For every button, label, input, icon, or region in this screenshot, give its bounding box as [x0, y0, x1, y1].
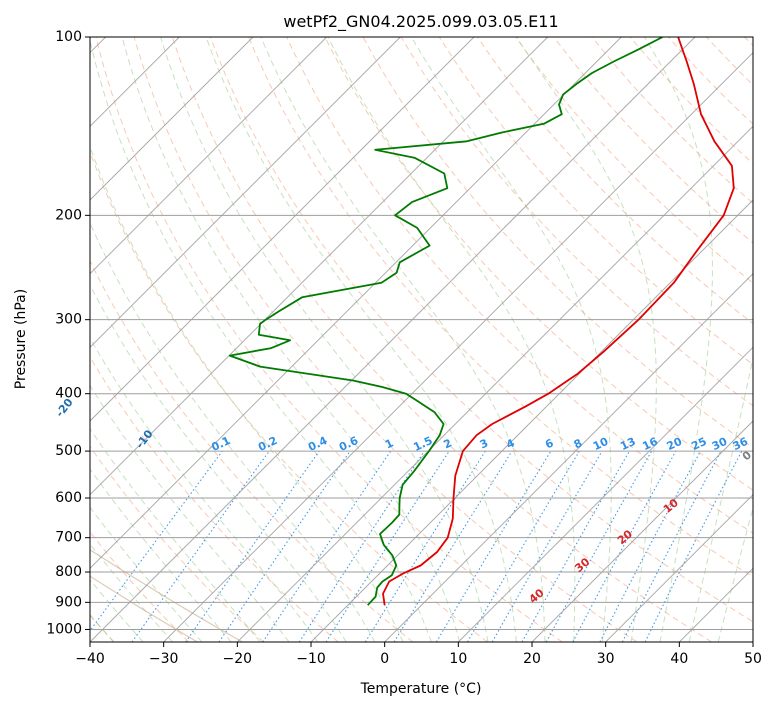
mixing-ratio-line	[185, 450, 320, 642]
dry-adiabat-line	[629, 37, 753, 165]
isotherm-gridline	[90, 37, 622, 570]
isotherm-gridline	[90, 37, 549, 496]
dry-adiabat-line	[248, 37, 753, 578]
x-tick-label: 40	[670, 651, 688, 667]
x-tick-label: 0	[380, 651, 389, 667]
mixing-ratio-line	[393, 450, 513, 642]
mixing-ratio-label: 30	[710, 435, 730, 453]
moist-adiabat-line	[411, 37, 612, 642]
dry-adiabat-line	[591, 37, 753, 204]
x-tick-label: −40	[75, 651, 105, 667]
mixing-ratio-line	[90, 450, 223, 632]
dry-adiabat-line	[90, 259, 414, 642]
isotherm-gridline	[90, 37, 328, 275]
dry-adiabat-line	[171, 37, 712, 642]
temperature-trace	[382, 37, 735, 606]
plot-background	[90, 37, 753, 642]
isotherm-gridline	[90, 37, 254, 201]
y-tick-label: 100	[55, 29, 82, 45]
x-tick-label: 20	[523, 651, 541, 667]
isotherm-gridline	[90, 37, 401, 349]
moist-adiabat-line	[90, 221, 376, 642]
moist-adiabat-line	[717, 506, 753, 642]
y-tick-label: 700	[55, 530, 82, 546]
isotherm-gridline	[90, 37, 475, 422]
mixing-ratio-line	[131, 450, 270, 642]
isotherm-gridline	[384, 272, 753, 642]
y-tick-label: 300	[55, 312, 82, 328]
y-tick-label: 400	[55, 386, 82, 402]
dry-adiabat-line	[90, 445, 264, 642]
dry-adiabat-line	[400, 37, 753, 407]
y-tick-label: 600	[55, 490, 82, 506]
moist-adiabat-line	[90, 468, 232, 642]
mixing-ratio-label: 20	[665, 435, 685, 453]
x-tick-label: 30	[597, 651, 615, 667]
x-tick-label: −30	[149, 651, 179, 667]
moist-adiabat-line	[90, 337, 319, 642]
x-tick-label: 10	[449, 651, 467, 667]
moist-adiabat-line	[90, 144, 404, 642]
isotherm-gridline	[236, 125, 753, 642]
x-tick-label: −10	[296, 651, 326, 667]
mixing-ratio-line	[491, 450, 603, 642]
mixing-ratio-label: 16	[640, 435, 660, 453]
moist-adiabat-line	[205, 37, 517, 642]
background-lines	[90, 37, 753, 642]
moist-adiabat-line	[90, 543, 173, 642]
moist-adiabat-line	[688, 355, 753, 642]
plot-frame	[89, 36, 754, 643]
mixing-ratio-line	[467, 450, 580, 642]
moist-adiabat-line	[515, 37, 657, 642]
dry-adiabat-line	[209, 37, 753, 623]
mixing-ratio-line	[325, 450, 450, 642]
mixing-ratio-label: 13	[618, 435, 637, 453]
mixing-ratio-line	[572, 450, 677, 642]
moist-adiabat-line	[90, 384, 290, 642]
y-tick-label: 900	[55, 594, 82, 610]
chart-title: wetPf2_GN04.2025.099.03.05.E11	[283, 12, 558, 32]
isotherm-gridline	[752, 641, 753, 642]
moist-adiabat-line	[260, 37, 546, 642]
dewpoint-trace	[228, 37, 664, 606]
isotherm-gridline	[457, 346, 753, 642]
y-tick-label: 1000	[46, 621, 82, 637]
y-tick-label: 500	[55, 443, 82, 459]
mixing-ratio-label: 25	[689, 435, 708, 453]
mixing-ratio-label: 10	[591, 435, 611, 453]
moist-adiabat-line	[643, 37, 713, 642]
mixing-ratio-label: 36	[731, 435, 751, 453]
mixing-ratio-line	[521, 450, 630, 642]
dry-adiabat-line	[515, 37, 753, 284]
isotherm-gridline	[90, 37, 696, 642]
moist-adiabat-line	[90, 427, 261, 642]
mixing-ratio-line	[364, 450, 486, 642]
isotherm-gridline	[531, 420, 753, 642]
x-tick-label: 50	[744, 651, 762, 667]
y-axis-label: Pressure (hPa)	[13, 289, 29, 389]
isotherm-gridline	[163, 51, 753, 642]
moist-adiabat-line	[121, 37, 461, 642]
moist-adiabat-line	[90, 38, 432, 642]
moist-adiabat-line	[90, 283, 347, 642]
x-axis-label: Temperature (°C)	[360, 681, 482, 697]
dry-adiabat-line	[95, 37, 563, 642]
isotherm-gridline	[605, 493, 753, 642]
y-tick-label: 200	[55, 207, 82, 223]
moist-adiabat-line	[90, 578, 144, 642]
x-tick-label: −20	[223, 651, 253, 667]
dry-adiabat-line	[324, 37, 753, 491]
moist-adiabat-line	[90, 506, 203, 642]
y-tick-label: 800	[55, 564, 82, 580]
mixing-ratio-line	[435, 450, 552, 642]
mixing-ratio-line	[218, 450, 351, 642]
sounding-traces	[228, 37, 735, 606]
dry-adiabat-label: -30	[0, 363, 1, 387]
moist-adiabat-line	[160, 37, 489, 642]
axes: −40 −30 −20 −10 0 10 20 30 40 50 1000 900 800 700 600 5…	[46, 29, 762, 667]
dry-adiabat-line	[477, 37, 753, 325]
isobar-gridlines	[90, 37, 753, 630]
isotherm-gridline	[310, 199, 753, 642]
